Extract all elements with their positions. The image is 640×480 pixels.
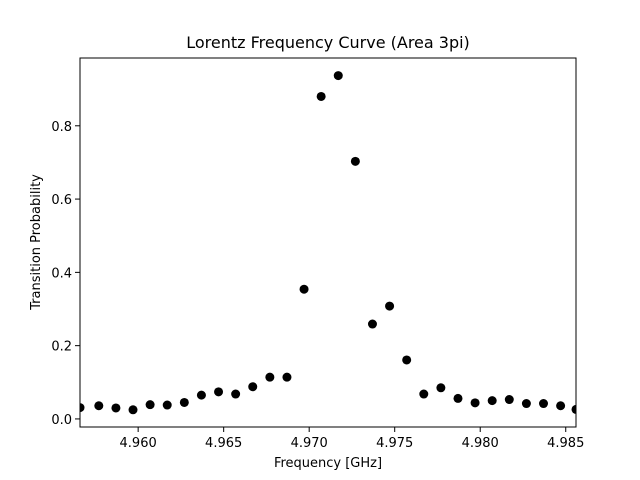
data-point bbox=[402, 355, 412, 365]
data-point bbox=[470, 398, 480, 408]
plot-area bbox=[80, 71, 576, 415]
data-point bbox=[196, 390, 206, 400]
data-point bbox=[487, 396, 497, 406]
data-point bbox=[128, 405, 138, 415]
data-point bbox=[385, 301, 395, 311]
data-point bbox=[571, 404, 576, 414]
x-tick-label: 4.965 bbox=[205, 436, 242, 451]
chart-title: Lorentz Frequency Curve (Area 3pi) bbox=[186, 33, 470, 52]
y-tick-label: 0.4 bbox=[51, 266, 72, 281]
data-point bbox=[350, 156, 360, 166]
data-point bbox=[436, 383, 446, 393]
y-axis-ticks: 0.0 0.2 0.4 0.6 0.8 bbox=[51, 120, 80, 428]
data-point bbox=[299, 284, 309, 294]
data-point bbox=[179, 397, 189, 407]
data-point bbox=[162, 400, 172, 410]
y-axis-title: Transition Probability bbox=[29, 174, 44, 311]
data-point bbox=[367, 319, 377, 329]
data-point bbox=[521, 399, 531, 409]
y-tick-label: 0.2 bbox=[51, 340, 72, 355]
y-tick-label: 0.8 bbox=[51, 120, 72, 135]
data-point bbox=[111, 403, 121, 413]
data-point bbox=[316, 91, 326, 101]
data-point bbox=[453, 393, 463, 403]
data-point bbox=[214, 387, 224, 397]
data-point bbox=[556, 401, 566, 411]
data-point bbox=[231, 389, 241, 399]
y-tick-label: 0.6 bbox=[51, 193, 72, 208]
data-point bbox=[419, 389, 429, 399]
data-point bbox=[248, 382, 258, 392]
data-point bbox=[282, 372, 292, 382]
x-tick-label: 4.985 bbox=[547, 436, 584, 451]
x-tick-label: 4.980 bbox=[462, 436, 499, 451]
data-point bbox=[265, 372, 275, 382]
data-point bbox=[333, 71, 343, 81]
data-point bbox=[145, 400, 155, 410]
x-axis-title: Frequency [GHz] bbox=[274, 456, 382, 471]
y-tick-label: 0.0 bbox=[51, 413, 72, 428]
data-point bbox=[80, 403, 85, 413]
x-tick-label: 4.960 bbox=[120, 436, 157, 451]
data-points bbox=[80, 71, 576, 415]
data-point bbox=[504, 395, 514, 405]
data-point bbox=[94, 401, 104, 411]
axes-frame bbox=[79, 57, 577, 428]
x-tick-label: 4.970 bbox=[291, 436, 328, 451]
data-point bbox=[539, 399, 548, 409]
x-axis-ticks: 4.960 4.965 4.970 4.975 4.980 4.985 bbox=[120, 427, 584, 451]
x-tick-label: 4.975 bbox=[376, 436, 413, 451]
